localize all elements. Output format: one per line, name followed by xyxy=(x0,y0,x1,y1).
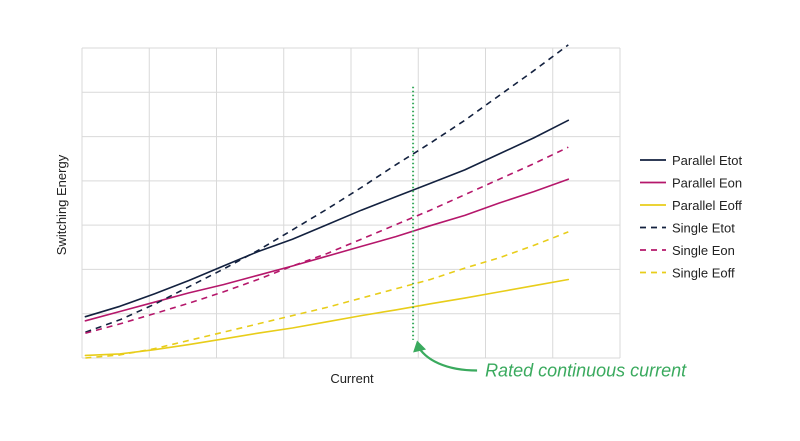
grid xyxy=(81,47,621,359)
annotation-label: Rated continuous current xyxy=(485,361,687,381)
series-line-single-etot xyxy=(85,44,569,333)
series-lines xyxy=(84,44,570,359)
series-line-single-eoff xyxy=(85,231,569,359)
legend-label: Single Eoff xyxy=(672,266,735,281)
legend-label: Parallel Eon xyxy=(672,176,742,191)
series-line-parallel-eoff xyxy=(84,278,570,357)
legend-label: Parallel Etot xyxy=(672,153,742,168)
legend-label: Parallel Eoff xyxy=(672,198,742,213)
legend: Parallel Etot Parallel Eon Parallel Eoff Si… xyxy=(640,153,742,281)
legend-label: Single Etot xyxy=(672,221,735,236)
series-line-single-eon xyxy=(85,146,569,334)
y-axis-label: Switching Energy xyxy=(54,154,69,255)
series-line-parallel-eon xyxy=(84,178,570,322)
series-line-parallel-etot xyxy=(84,119,570,318)
annotations: Rated continuous current xyxy=(412,86,687,381)
x-axis-label: Current xyxy=(330,371,374,386)
annotation-arrowhead xyxy=(413,340,427,353)
legend-label: Single Eon xyxy=(672,243,735,258)
